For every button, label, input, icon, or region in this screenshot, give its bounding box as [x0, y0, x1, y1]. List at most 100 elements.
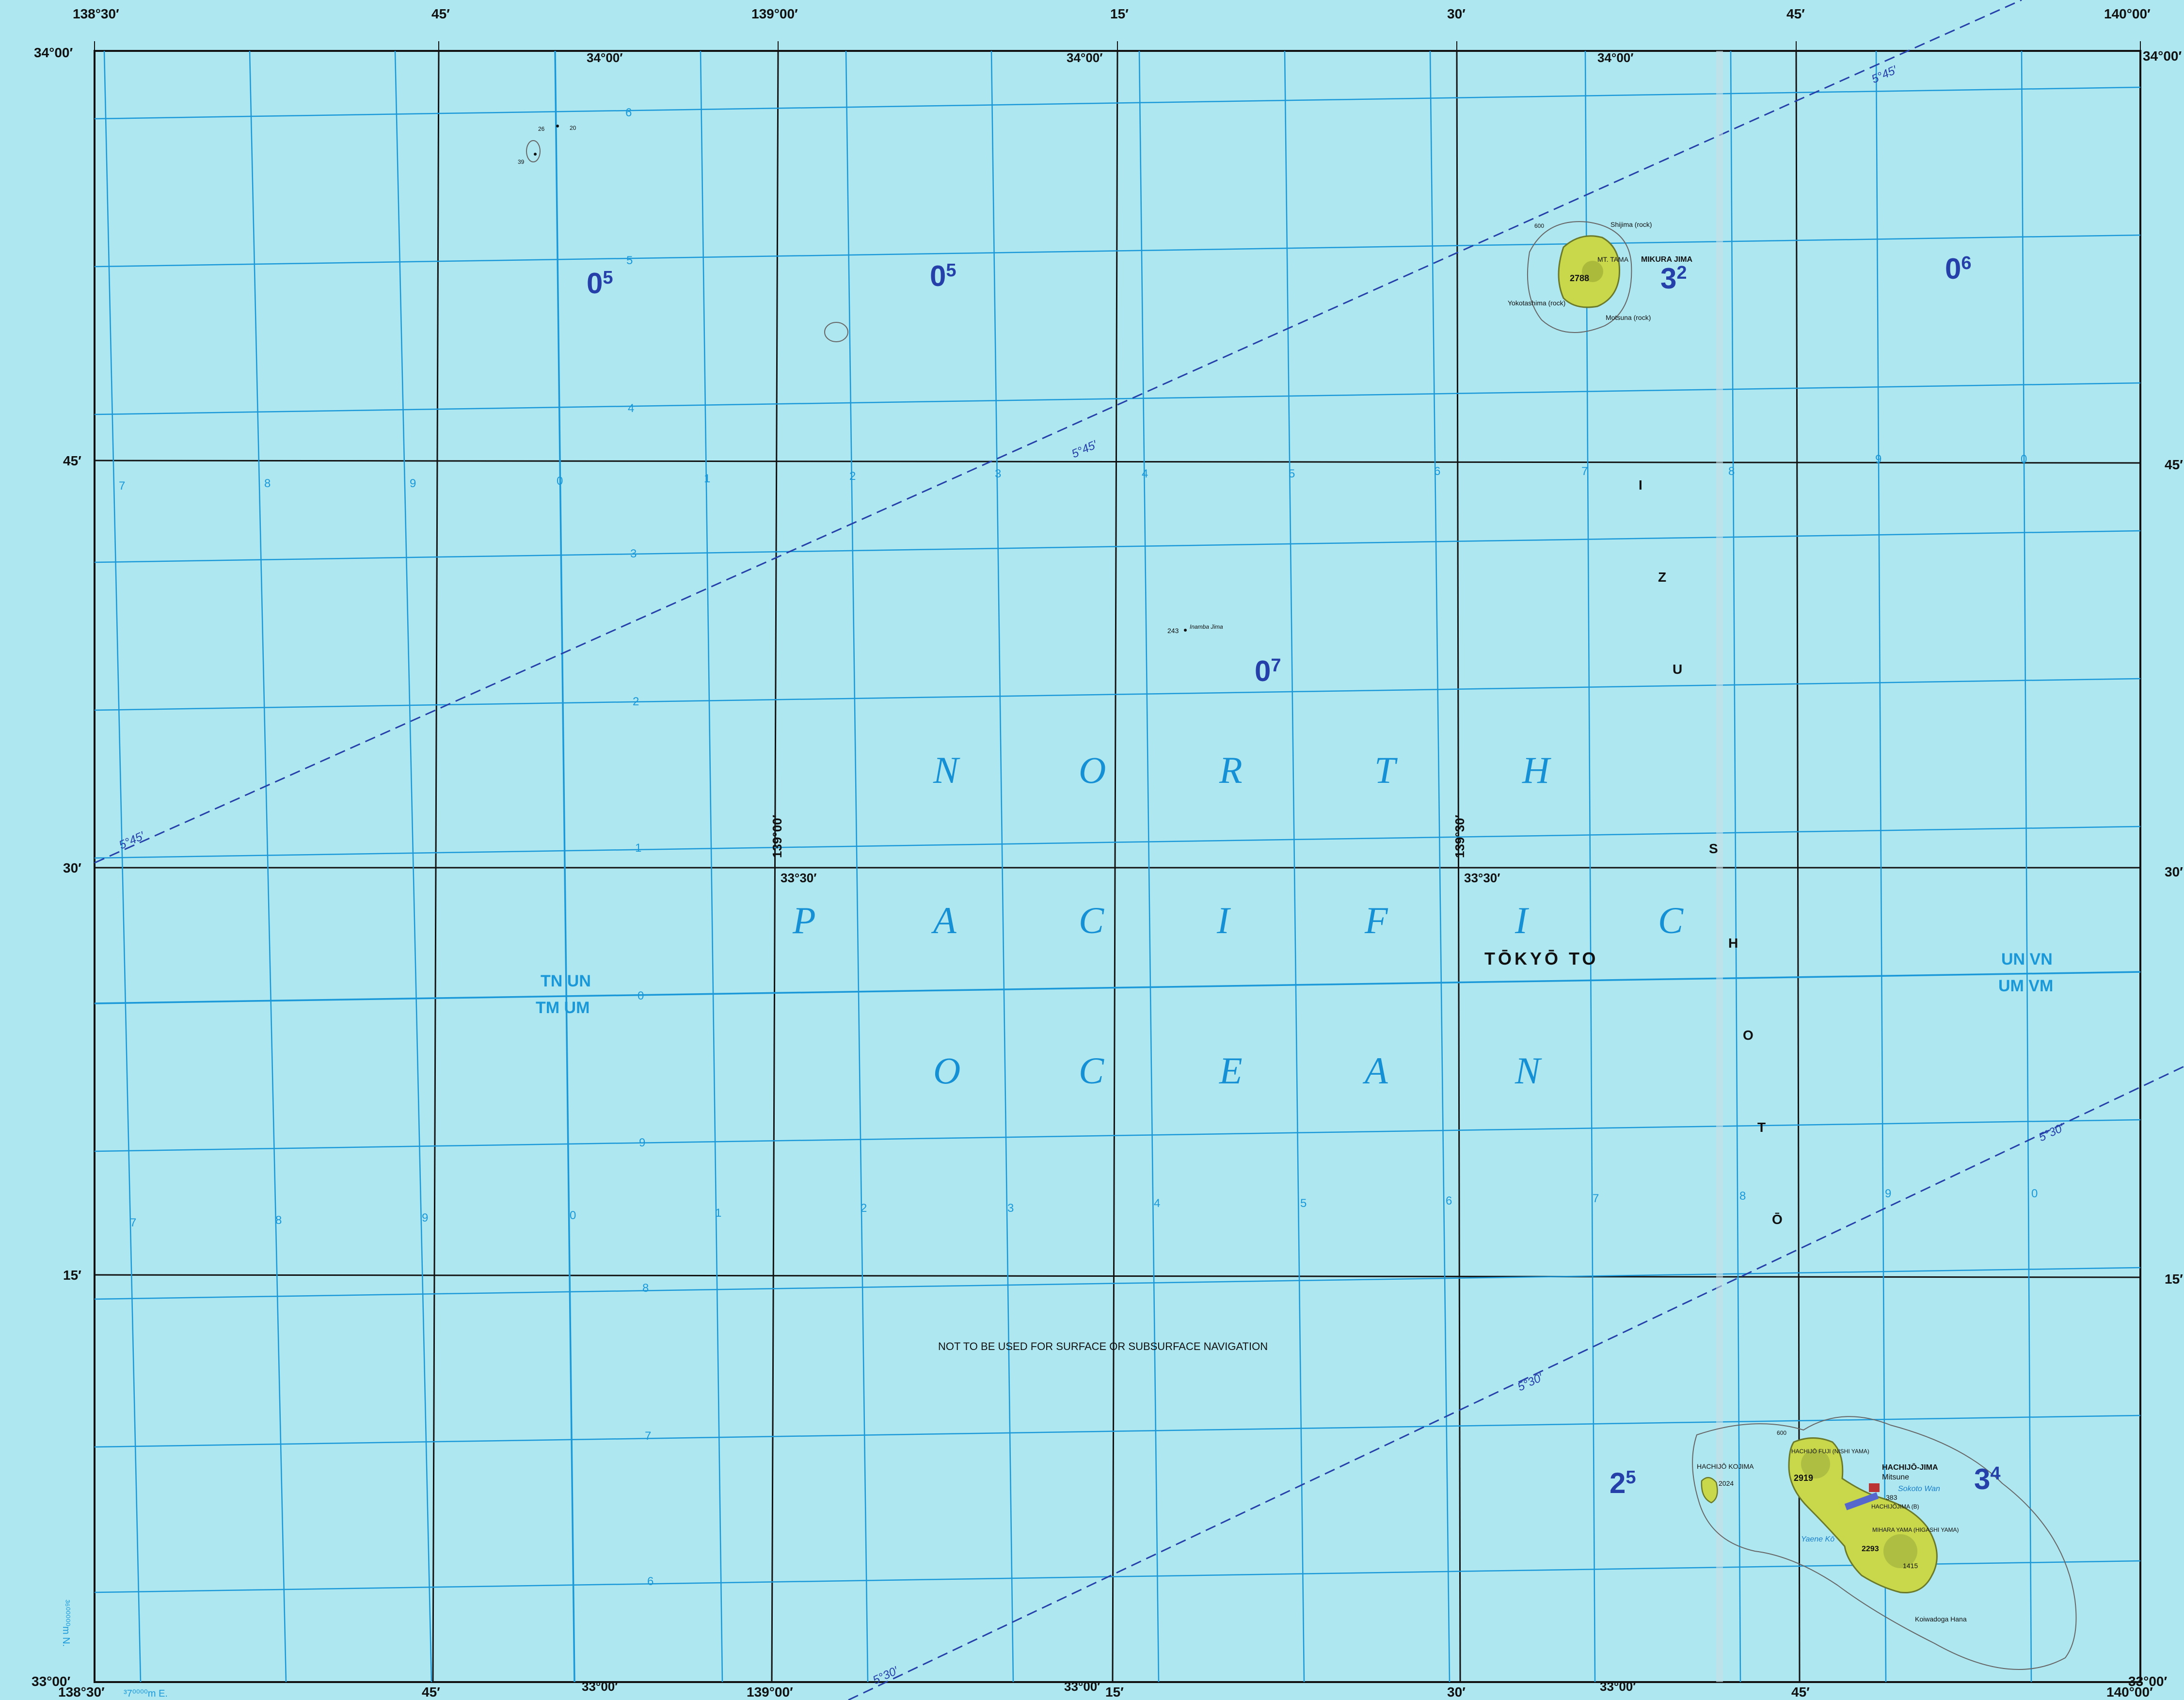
lat-label-left: 45′ — [63, 453, 81, 468]
zone-label-left-bottom: TM UM — [536, 999, 590, 1017]
zone-label-right-top: UN VN — [2001, 950, 2053, 969]
inner-lat-label: 33°00′ — [582, 1679, 618, 1694]
region-label: TŌKYŌ TO — [1484, 949, 1598, 969]
mikura-contour-600 — [1527, 221, 1632, 333]
utm-col-number: 7 — [130, 1216, 136, 1229]
small-islets: 26 20 39 — [518, 125, 848, 342]
ocean-name: N O R T H P A C I F I C O C E A N — [792, 749, 1684, 1092]
utm-col-number: 9 — [410, 477, 416, 490]
hachijo-airport: HACHIJŌJIMA (B) — [1871, 1503, 1919, 1510]
lon-label-bottom: 45′ — [1791, 1684, 1810, 1700]
inner-lat-label: 33°30′ — [1464, 871, 1500, 885]
hachijo-kojima-land — [1701, 1477, 1718, 1504]
utm-col-number: 2 — [849, 470, 856, 483]
cell-number: 25 — [1610, 1467, 1636, 1499]
utm-row-number: 6 — [647, 1575, 654, 1588]
islet-elev-b: 20 — [570, 125, 576, 131]
ocean-letter: I — [1216, 899, 1231, 941]
island-group-letter: I — [1639, 477, 1642, 493]
airport-runway — [1844, 1492, 1879, 1510]
hachijo-contour-label: 600 — [1777, 1430, 1786, 1436]
utm-row-number: 6 — [625, 106, 632, 119]
island-group-letter: U — [1673, 662, 1682, 677]
utm-row-number: 4 — [628, 402, 634, 415]
hachijo-jima: HACHIJŌ-JIMA Mitsune HACHIJŌ KOJIMA 2024… — [1692, 1416, 2077, 1670]
utm-col-number: 3 — [1007, 1202, 1014, 1215]
lat-label-left: 30′ — [63, 860, 81, 875]
inner-lat-label: 33°00′ — [1064, 1679, 1100, 1694]
top-longitude-labels: 138°30′ 45′ 139°00′ 15′ 30′ 45′ 140°00′ — [73, 6, 2151, 21]
utm-grid — [94, 50, 2141, 1683]
island-group-letter: O — [1743, 1028, 1754, 1043]
parallel-45 — [94, 460, 2141, 464]
hachijo-higashi: MIHARA YAMA (HIGASHI YAMA) — [1872, 1526, 1959, 1533]
cell-number: 34 — [1974, 1463, 2001, 1495]
ocean-letter: C — [1658, 899, 1684, 941]
northing-note: ³⁶⁰⁰⁰⁰⁰m N. — [61, 1600, 71, 1647]
utm-col-number: 8 — [264, 477, 271, 490]
ocean-letter: T — [1374, 749, 1398, 791]
inner-lat-label: 33°30′ — [781, 871, 816, 885]
ocean-letter: R — [1219, 749, 1243, 791]
island-group-letter: Z — [1658, 570, 1666, 585]
hachijo-elev-383: 383 — [1886, 1493, 1897, 1501]
cell-number: 07 — [1255, 655, 1281, 687]
parallel-15 — [94, 1274, 2141, 1278]
utm-col-number: 7 — [1581, 465, 1588, 478]
ocean-letter: O — [933, 1049, 960, 1092]
ocean-letter: A — [1362, 1049, 1388, 1092]
lon-label-bottom: 139°00′ — [747, 1684, 793, 1700]
mikura-name: MIKURA JIMA — [1641, 255, 1693, 264]
hachijo-name: HACHIJŌ-JIMA — [1882, 1462, 1938, 1472]
lat-label-right: 33°00′ — [2128, 1674, 2167, 1689]
utm-col-numbers: 7 8 9 0 1 2 3 4 5 6 7 8 9 0 7 8 9 0 1 2 … — [119, 453, 2038, 1229]
utm-col-number: 0 — [2021, 453, 2027, 466]
ocean-letter: O — [1079, 749, 1106, 791]
lon-label-top: 140°00′ — [2104, 6, 2151, 21]
isogonic-lines — [94, 0, 2184, 1700]
ocean-letter: N — [1514, 1049, 1542, 1092]
utm-row-number: 1 — [635, 842, 641, 855]
inner-lat-label: 34°00′ — [587, 50, 622, 65]
utm-col-number: 4 — [1154, 1197, 1160, 1210]
ocean-letter: N — [933, 749, 960, 791]
lon-label-top: 45′ — [431, 6, 450, 21]
hachijo-kojima-elev: 2024 — [1719, 1479, 1734, 1487]
mikura-rock-n: Shijima (rock) — [1610, 221, 1652, 228]
utm-row-number: 0 — [638, 989, 644, 1002]
island-group-letter: S — [1709, 841, 1718, 856]
lat-label-right: 45′ — [2165, 457, 2183, 472]
utm-row-number: 8 — [642, 1282, 649, 1295]
lon-label-bottom: 45′ — [422, 1684, 440, 1700]
utm-col-number: 6 — [1446, 1194, 1452, 1207]
hachijo-fuji: HACHIJŌ FUJI (NISHI YAMA) — [1791, 1448, 1869, 1455]
ocean-letter: H — [1522, 749, 1551, 791]
meridian-139-00 — [771, 50, 779, 1683]
mikura-contour-label: 600 — [1534, 222, 1544, 229]
inner-lat-label: 33°00′ — [1600, 1679, 1636, 1694]
mikura-jima: 2788 MT. TAMA MIKURA JIMA Shijima (rock)… — [1508, 221, 1693, 333]
utm-col-number: 9 — [422, 1211, 428, 1224]
utm-col-number: 8 — [1728, 465, 1735, 478]
inamba-jima: 243 Inamba Jima — [1167, 623, 1223, 635]
ocean-letter: F — [1364, 899, 1388, 941]
utm-col-number: 9 — [1885, 1187, 1891, 1200]
inner-lon-label: 139°00′ — [770, 815, 784, 858]
meridian-15 — [1112, 50, 1118, 1683]
lon-label-top: 139°00′ — [751, 6, 798, 21]
lon-label-bottom: 15′ — [1105, 1684, 1124, 1700]
utm-col-number: 0 — [2031, 1187, 2038, 1200]
ocean-letter: P — [792, 899, 816, 941]
mikura-rock-s: Motsuna (rock) — [1606, 314, 1651, 321]
zone-label-left-top: TN UN — [541, 972, 591, 990]
frame-ticks — [94, 41, 2141, 51]
hachijo-kojima-name: HACHIJŌ KOJIMA — [1697, 1462, 1754, 1470]
inner-lon-label: 139°30′ — [1452, 815, 1467, 858]
utm-col-number: 7 — [119, 479, 125, 493]
lon-label-bottom: 138°30′ — [58, 1684, 105, 1700]
island-group-letter: T — [1757, 1120, 1766, 1135]
izu-shoto-label: I Z U S H O T Ō — [1639, 477, 1783, 1227]
cell-number: 06 — [1945, 253, 1972, 285]
utm-row-number: 2 — [633, 695, 639, 708]
